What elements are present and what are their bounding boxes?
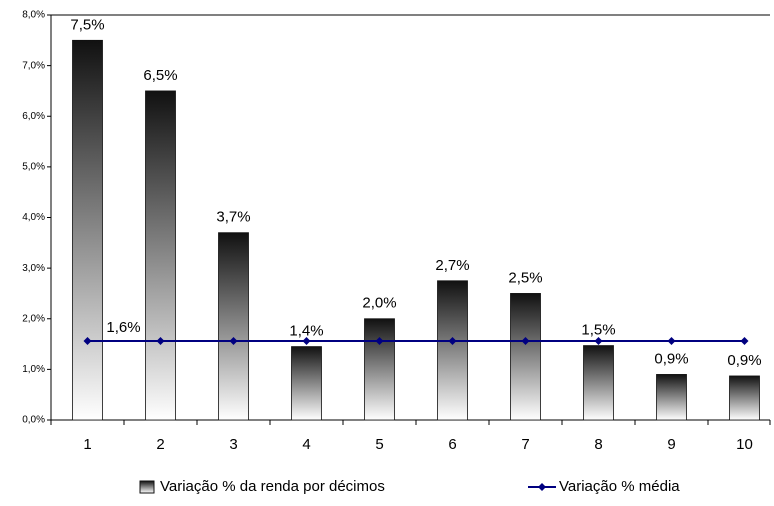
marker	[740, 337, 749, 346]
value-label: 1,6%	[106, 319, 140, 336]
bar	[72, 39, 103, 421]
marker	[83, 337, 92, 346]
legend-marker	[538, 483, 546, 491]
x-tick-label: 6	[448, 436, 456, 453]
value-label: 2,7%	[435, 257, 469, 274]
bar	[729, 375, 760, 421]
marker	[667, 337, 676, 346]
bar	[145, 90, 176, 421]
bar	[510, 293, 541, 421]
x-tick-label: 10	[736, 436, 753, 453]
value-label: 0,9%	[654, 350, 688, 367]
value-label: 3,7%	[216, 209, 250, 226]
x-tick-label: 8	[594, 436, 602, 453]
y-tick-label: 3,0%	[22, 263, 45, 274]
bar	[218, 232, 249, 421]
y-tick-label: 6,0%	[22, 111, 45, 122]
y-tick-label: 2,0%	[22, 313, 45, 324]
value-label: 6,5%	[143, 67, 177, 84]
y-tick-label: 1,0%	[22, 364, 45, 375]
bar	[656, 374, 687, 421]
x-tick-label: 3	[229, 436, 237, 453]
legend-label: Variação % da renda por décimos	[160, 478, 385, 495]
marker	[594, 337, 603, 346]
value-label: 1,4%	[289, 323, 323, 340]
marker	[156, 337, 165, 346]
bar	[291, 346, 322, 421]
marker	[229, 337, 238, 346]
y-tick-label: 0,0%	[22, 415, 45, 426]
marker	[448, 337, 457, 346]
value-label: 7,5%	[70, 16, 104, 33]
bar	[583, 345, 614, 421]
y-tick-label: 7,0%	[22, 60, 45, 71]
x-tick-label: 9	[667, 436, 675, 453]
marker	[375, 337, 384, 346]
x-tick-label: 5	[375, 436, 383, 453]
value-label: 2,0%	[362, 295, 396, 312]
legend-label: Variação % média	[559, 478, 680, 495]
value-label: 1,5%	[581, 322, 615, 339]
bar	[364, 318, 395, 421]
x-tick-label: 1	[83, 436, 91, 453]
value-label: 0,9%	[727, 352, 761, 369]
marker	[302, 337, 311, 346]
y-tick-label: 8,0%	[22, 10, 45, 21]
x-tick-label: 4	[302, 436, 310, 453]
y-tick-label: 4,0%	[22, 212, 45, 223]
legend-swatch	[139, 480, 155, 494]
value-label: 2,5%	[508, 269, 542, 286]
x-tick-label: 2	[156, 436, 164, 453]
marker	[521, 337, 530, 346]
y-tick-label: 5,0%	[22, 162, 45, 173]
x-tick-label: 7	[521, 436, 529, 453]
bar	[437, 280, 468, 421]
